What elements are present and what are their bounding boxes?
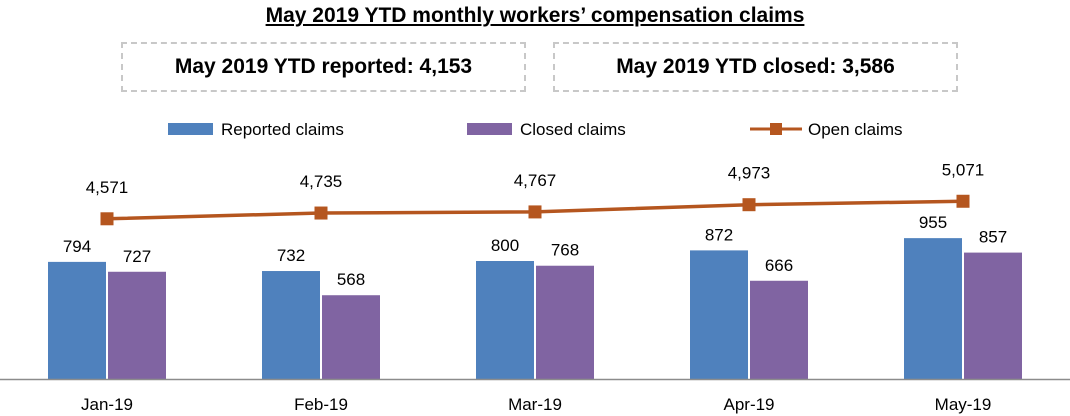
x-tick-apr-19: Apr-19 <box>723 395 774 414</box>
bar-closed-may-19 <box>964 252 1022 379</box>
ytd-reported-summary: May 2019 YTD reported: 4,153 <box>121 42 526 92</box>
chart-title: May 2019 YTD monthly workers’ compensati… <box>265 4 805 27</box>
label-reported-mar-19: 800 <box>491 236 519 255</box>
label-closed-apr-19: 666 <box>765 256 793 275</box>
label-reported-jan-19: 794 <box>63 237 91 256</box>
label-closed-may-19: 857 <box>979 228 1007 247</box>
label-reported-may-19: 955 <box>919 213 947 232</box>
label-open-feb-19: 4,735 <box>300 172 343 191</box>
legend-closed-swatch <box>467 123 512 135</box>
bar-reported-jan-19 <box>48 261 106 379</box>
open-marker-feb-19 <box>314 206 328 220</box>
bar-closed-apr-19 <box>750 280 808 379</box>
label-reported-apr-19: 872 <box>705 225 733 244</box>
label-open-jan-19: 4,571 <box>86 178 129 197</box>
x-tick-feb-19: Feb-19 <box>294 395 348 414</box>
label-closed-mar-19: 768 <box>551 241 579 260</box>
open-marker-may-19 <box>956 194 970 208</box>
label-reported-feb-19: 732 <box>277 246 305 265</box>
bar-reported-apr-19 <box>690 250 748 379</box>
label-open-may-19: 5,071 <box>942 160 985 179</box>
bar-reported-feb-19 <box>262 271 320 379</box>
bar-reported-mar-19 <box>476 261 534 379</box>
legend-closed-label: Closed claims <box>520 120 626 139</box>
label-open-mar-19: 4,767 <box>514 171 557 190</box>
bar-closed-jan-19 <box>108 271 166 379</box>
legend-reported-label: Reported claims <box>221 120 344 139</box>
label-closed-jan-19: 727 <box>123 247 151 266</box>
bar-closed-feb-19 <box>322 295 380 379</box>
open-marker-jan-19 <box>100 212 114 226</box>
legend-reported-swatch <box>168 123 213 135</box>
label-closed-feb-19: 568 <box>337 270 365 289</box>
bar-reported-may-19 <box>904 238 962 379</box>
x-tick-jan-19: Jan-19 <box>81 395 133 414</box>
x-tick-may-19: May-19 <box>935 395 992 414</box>
label-open-apr-19: 4,973 <box>728 164 771 183</box>
open-marker-mar-19 <box>528 205 542 219</box>
ytd-closed-summary: May 2019 YTD closed: 3,586 <box>553 42 958 92</box>
open-marker-apr-19 <box>742 198 756 212</box>
bar-closed-mar-19 <box>536 265 594 379</box>
legend-open-label: Open claims <box>808 120 902 139</box>
legend-open-marker <box>770 123 782 135</box>
x-tick-mar-19: Mar-19 <box>508 395 562 414</box>
